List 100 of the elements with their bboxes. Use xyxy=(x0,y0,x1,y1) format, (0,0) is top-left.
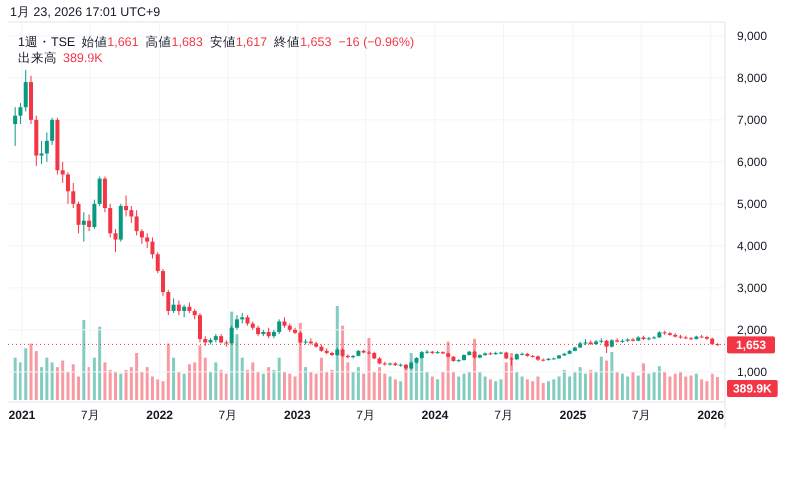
bar xyxy=(488,379,492,400)
candlestick xyxy=(13,106,18,146)
candlestick xyxy=(277,318,282,335)
bar xyxy=(166,344,170,400)
candlestick xyxy=(134,210,139,236)
bar xyxy=(504,362,508,400)
bar xyxy=(636,376,640,400)
bar xyxy=(531,381,534,400)
bar xyxy=(182,374,186,400)
bar xyxy=(367,338,370,400)
bar xyxy=(256,372,260,400)
x-tick-label: 2023 xyxy=(284,408,311,422)
bar xyxy=(573,372,576,400)
bar xyxy=(642,363,646,400)
bar xyxy=(457,376,460,400)
y-tick-label: 7,000 xyxy=(737,112,768,127)
bar xyxy=(346,362,350,400)
bar xyxy=(352,372,355,400)
x-tick-label: 2026 xyxy=(697,408,724,422)
y-tick-label: 9,000 xyxy=(737,28,768,43)
bar xyxy=(156,379,160,400)
ref-line-label: 1,653 xyxy=(736,338,766,352)
bar xyxy=(209,372,212,400)
bar xyxy=(262,374,265,400)
bar xyxy=(546,381,550,400)
bar xyxy=(515,372,518,400)
bar xyxy=(674,374,677,400)
bar xyxy=(204,358,207,400)
bar xyxy=(304,367,308,400)
bar xyxy=(50,362,54,400)
bar xyxy=(610,352,614,400)
bar xyxy=(452,372,455,400)
candlestick xyxy=(76,201,81,234)
bar xyxy=(584,374,587,400)
bar xyxy=(388,376,392,400)
x-tick-label: 2022 xyxy=(146,408,174,422)
bar xyxy=(589,370,592,400)
x-tick-label: 2021 xyxy=(8,408,36,422)
candlestick xyxy=(161,268,166,297)
candlestick xyxy=(18,102,22,125)
candlestick xyxy=(82,212,86,242)
bar xyxy=(282,372,286,400)
bar xyxy=(484,376,487,400)
bar xyxy=(436,379,440,400)
bar xyxy=(616,372,619,400)
candlestick xyxy=(145,232,150,248)
bar xyxy=(536,376,540,400)
bar xyxy=(56,367,59,400)
x-tick-label: 7月 xyxy=(356,408,375,422)
bar xyxy=(658,366,661,400)
text: 安値1,617 xyxy=(210,35,268,49)
x-tick-label: 7月 xyxy=(218,408,238,422)
bar xyxy=(552,379,556,400)
bar xyxy=(98,326,102,400)
bar xyxy=(188,364,191,400)
candlestick xyxy=(124,194,128,217)
candlestick xyxy=(182,304,186,318)
candlestick xyxy=(166,289,170,316)
bar xyxy=(146,367,149,400)
bar xyxy=(235,334,238,400)
bar xyxy=(124,370,128,400)
text: −16 (−0.96%) xyxy=(338,35,414,49)
candlestick xyxy=(256,325,260,337)
bar xyxy=(478,372,482,400)
bar xyxy=(426,372,429,400)
bar xyxy=(568,376,572,400)
bar xyxy=(72,364,75,400)
candlestick xyxy=(192,308,197,320)
candlestick xyxy=(176,300,181,316)
y-tick-label: 3,000 xyxy=(737,280,768,295)
bar xyxy=(668,376,672,400)
chart-title: 1月 23, 2026 17:01 UTC+9 xyxy=(10,5,160,19)
bar xyxy=(378,367,382,400)
candlestick xyxy=(129,205,134,224)
bar xyxy=(631,372,634,400)
bar xyxy=(82,320,86,400)
bar xyxy=(578,367,582,400)
bar xyxy=(684,376,688,400)
text: 終値1,653 xyxy=(274,35,332,49)
x-tick-label: 7月 xyxy=(632,408,651,422)
candlestick xyxy=(71,182,76,209)
bar xyxy=(267,367,270,400)
candlestick xyxy=(92,199,96,230)
bar xyxy=(605,360,608,400)
bar xyxy=(356,367,360,400)
bar xyxy=(499,379,502,400)
candlestick xyxy=(234,314,239,330)
text: 高値1,683 xyxy=(146,35,203,49)
bar xyxy=(620,374,624,400)
bar xyxy=(520,376,524,400)
bar xyxy=(663,372,666,400)
bar xyxy=(430,376,434,400)
bar xyxy=(140,372,144,400)
text: 1週・TSE xyxy=(18,35,76,49)
x-tick-label: 7月 xyxy=(80,408,100,422)
bar xyxy=(24,348,28,400)
bar xyxy=(103,362,106,400)
bar xyxy=(220,370,223,400)
bar xyxy=(246,370,250,400)
candlestick xyxy=(230,325,234,346)
